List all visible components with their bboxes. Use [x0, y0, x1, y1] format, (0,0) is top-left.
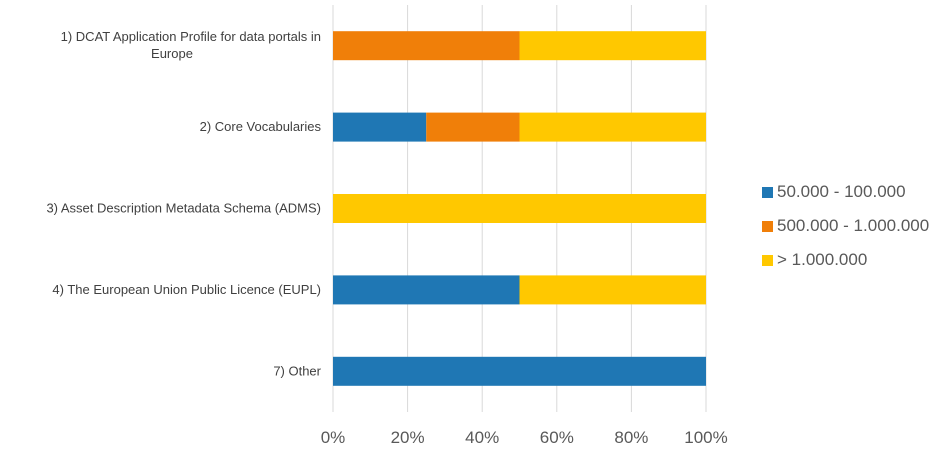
category-labels: 1) DCAT Application Profile for data por… — [46, 29, 321, 378]
x-tick-label: 40% — [465, 428, 499, 447]
category-label: 1) DCAT Application Profile for data por… — [61, 29, 321, 44]
x-tick-label: 60% — [540, 428, 574, 447]
category-label: 7) Other — [273, 363, 321, 378]
bar-segment — [519, 112, 706, 142]
legend: 50.000 - 100.000 500.000 - 1.000.000 > 1… — [762, 175, 929, 277]
category-label: 2) Core Vocabularies — [200, 119, 322, 134]
legend-label-series-3: > 1.000.000 — [777, 250, 868, 269]
bars — [333, 31, 706, 386]
category-label: 3) Asset Description Metadata Schema (AD… — [46, 201, 321, 216]
category-label: 4) The European Union Public Licence (EU… — [52, 282, 321, 297]
bar-segment — [519, 31, 706, 61]
legend-item-series-1: 50.000 - 100.000 — [762, 175, 929, 209]
legend-swatch-series-3 — [762, 254, 773, 266]
x-tick-label: 20% — [391, 428, 425, 447]
x-tick-label: 80% — [614, 428, 648, 447]
category-label: Europe — [151, 46, 193, 61]
bar-segment — [333, 356, 706, 386]
bar-segment — [519, 275, 706, 305]
bar-segment — [426, 112, 520, 142]
legend-swatch-series-2 — [762, 220, 773, 232]
legend-label-series-2: 500.000 - 1.000.000 — [777, 216, 930, 235]
legend-item-series-3: > 1.000.000 — [762, 243, 929, 277]
bar-segment — [333, 112, 427, 142]
bar-segment — [333, 275, 520, 305]
x-tick-label: 0% — [321, 428, 346, 447]
x-axis-tick-labels: 0% 20% 40% 60% 80% 100% — [321, 428, 728, 447]
legend-label-series-1: 50.000 - 100.000 — [777, 182, 906, 201]
legend-swatch-series-1 — [762, 186, 773, 198]
x-tick-label: 100% — [684, 428, 727, 447]
legend-item-series-2: 500.000 - 1.000.000 — [762, 209, 929, 243]
bar-segment — [333, 31, 520, 61]
bar-segment — [333, 194, 706, 223]
